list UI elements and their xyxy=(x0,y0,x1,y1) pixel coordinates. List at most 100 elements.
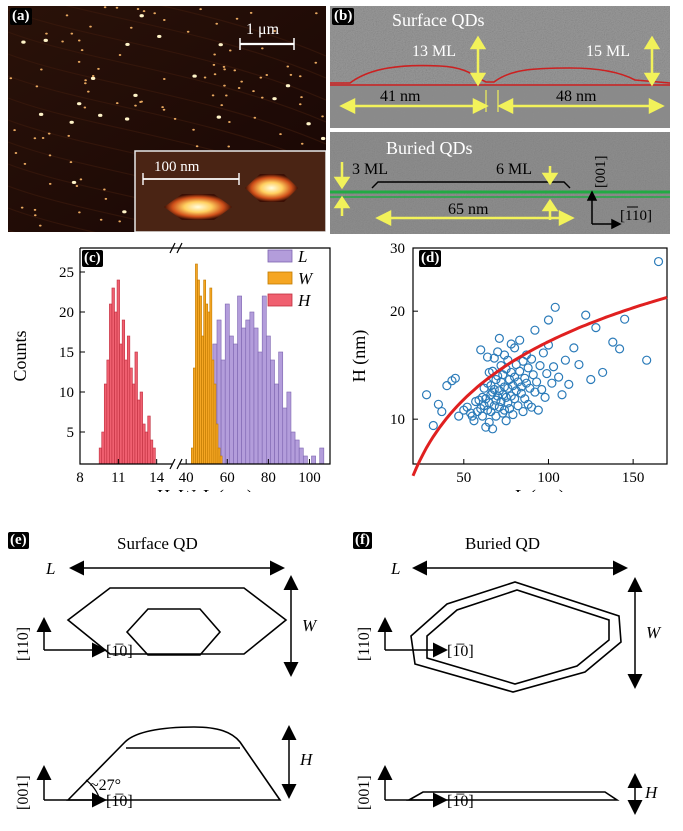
scatter-point xyxy=(581,310,591,320)
afm-dot xyxy=(75,184,79,187)
afm-dot xyxy=(186,30,190,33)
afm-terrace-step xyxy=(8,9,326,101)
panel-e-tag: (e) xyxy=(8,532,29,549)
hist-bar-L xyxy=(224,303,230,465)
afm-dot xyxy=(99,218,103,221)
afm-dot xyxy=(203,76,207,79)
hist-ytick-label: 5 xyxy=(67,425,75,441)
afm-dot xyxy=(227,145,231,148)
afm-dot xyxy=(20,206,24,209)
afm-dot xyxy=(314,61,318,64)
scatter-point xyxy=(542,368,552,379)
afm-dot xyxy=(69,161,73,164)
hist-bar-H xyxy=(119,343,123,465)
len-right-label: 48 nm xyxy=(556,88,597,105)
scatter-point xyxy=(653,256,664,267)
hist-bar-W xyxy=(205,303,209,465)
afm-dot xyxy=(223,84,226,87)
afm-dot xyxy=(33,137,37,140)
afm-dot xyxy=(9,77,13,80)
tem-image: Surface QDs 13 ML 15 ML 41 nm 48 nm Buri… xyxy=(330,6,670,234)
legend-label-W: W xyxy=(298,269,314,288)
hist-bar-W xyxy=(217,447,221,465)
afm-dot xyxy=(65,14,69,17)
scatter-point xyxy=(530,325,540,335)
ml-right-label: 15 ML xyxy=(586,43,630,60)
hist-bar-W xyxy=(207,311,211,465)
width-label: W xyxy=(646,623,662,642)
scatter-point xyxy=(503,383,513,393)
afm-dot xyxy=(261,47,264,50)
scatter-point xyxy=(532,377,542,387)
hist-bar-W xyxy=(195,263,198,465)
scatter-point xyxy=(523,363,533,373)
scatter-point xyxy=(537,384,547,395)
afm-dot xyxy=(77,39,81,42)
dir-1-10-label: [1̅0] xyxy=(447,643,474,660)
scatter-point xyxy=(614,344,625,354)
hist-bar-L xyxy=(319,447,325,465)
afm-dot xyxy=(199,8,202,11)
afm-dot xyxy=(286,65,290,68)
afm-dot xyxy=(162,19,166,22)
hist-bar-L xyxy=(298,447,304,465)
afm-dot xyxy=(77,60,81,63)
scatter-point xyxy=(548,362,559,372)
scatter-xtick-label: 50 xyxy=(456,470,471,486)
scatter-point xyxy=(437,406,447,417)
scatter-point xyxy=(598,367,608,378)
height-label: H xyxy=(644,783,659,802)
scatter-point xyxy=(518,406,528,417)
afm-dots xyxy=(9,6,326,227)
axis-break xyxy=(176,458,183,470)
dir-1-10-bottom-label: [1̅0] xyxy=(447,793,474,810)
dir-110-label: [110] xyxy=(15,627,32,661)
hist-ylabel: Counts xyxy=(10,330,30,381)
hist-bar-H xyxy=(109,303,113,465)
hist-bar-L xyxy=(249,311,255,465)
afm-dot xyxy=(71,180,77,185)
scatter-chart: 50 100 150 10 20 30 H (nm) L (nm) xyxy=(349,241,668,492)
scatter-ylabel: H (nm) xyxy=(349,330,370,383)
afm-dot xyxy=(161,106,164,109)
afm-dot xyxy=(45,32,48,35)
afm-dot xyxy=(13,129,16,132)
scatter-xlabel: L (nm) xyxy=(515,486,565,492)
afm-dot xyxy=(298,103,302,106)
hist-bar-H xyxy=(139,391,143,465)
afm-dot xyxy=(78,211,81,214)
dir-001-label: [001] xyxy=(15,775,32,810)
buried-qd-title: Buried QD xyxy=(465,534,540,553)
hist-bar-L xyxy=(245,319,251,465)
scatter-point xyxy=(520,373,530,383)
afm-dot xyxy=(265,73,269,76)
len-buried-label: 65 nm xyxy=(448,201,489,218)
hist-ytick-label: 10 xyxy=(59,385,74,401)
scatter-ytick-label: 10 xyxy=(390,412,405,428)
hist-bar-W xyxy=(193,367,196,465)
hist-bar-H xyxy=(98,447,103,465)
hist-bar-W xyxy=(203,279,206,465)
afm-terrace-step xyxy=(8,75,326,167)
scatter-point xyxy=(428,420,438,431)
afm-dot xyxy=(118,220,121,223)
hist-ytick-label: 20 xyxy=(59,305,74,321)
scatter-ytick-label: 30 xyxy=(390,241,405,257)
afm-dot xyxy=(124,117,130,121)
afm-dot xyxy=(213,53,216,56)
hist-bar-L xyxy=(270,359,275,465)
surface-qds-title: Surface QDs xyxy=(392,10,484,30)
afm-dot xyxy=(122,210,127,214)
afm-dot xyxy=(249,11,253,14)
hist-bar-H xyxy=(114,311,118,465)
hist-bar-H xyxy=(106,359,110,465)
afm-dot xyxy=(33,208,37,211)
afm-dot xyxy=(83,106,87,109)
scatter-point xyxy=(489,401,499,411)
scatter-point xyxy=(477,411,488,421)
afm-dot xyxy=(173,117,177,120)
legend-swatch-L xyxy=(267,249,293,263)
afm-dot xyxy=(84,82,87,85)
scatter-point xyxy=(421,390,432,400)
legend-label-L: L xyxy=(297,247,307,266)
